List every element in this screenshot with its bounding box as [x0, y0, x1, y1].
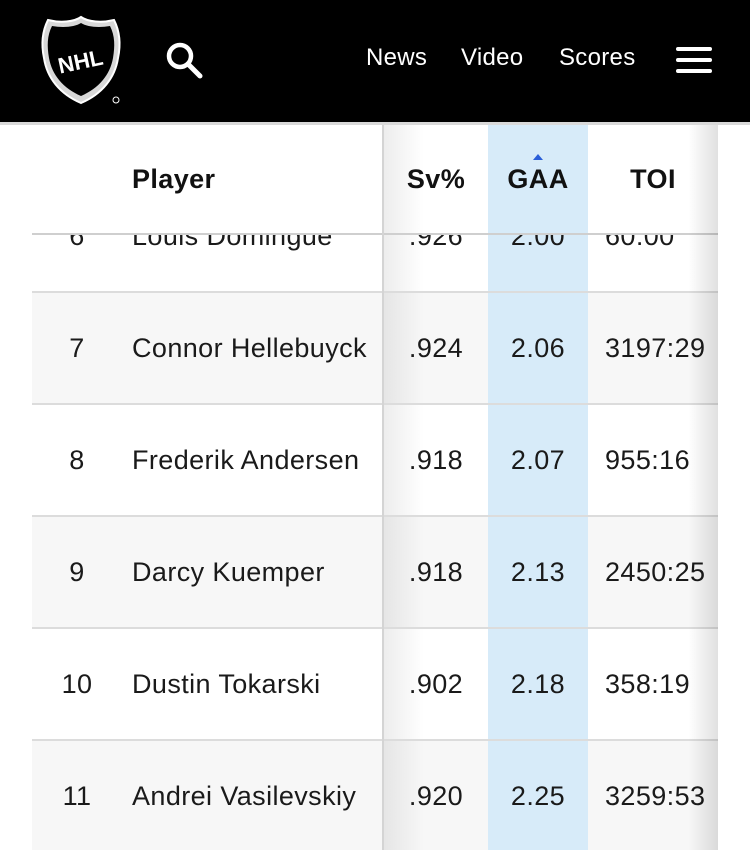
gaa-cell: 2.25 — [488, 741, 588, 850]
nav-scores-link[interactable]: Scores — [559, 44, 636, 71]
sv-pct-cell: .918 — [384, 405, 488, 515]
column-header-rank — [32, 125, 122, 233]
sticky-column-divider — [382, 125, 384, 850]
search-icon[interactable] — [164, 40, 204, 80]
menu-bar — [676, 47, 712, 51]
rank-cell: 9 — [69, 556, 85, 587]
toi-cell: 358:19 — [605, 668, 690, 699]
sv-pct-cell: .918 — [384, 517, 488, 627]
toi-cell: 955:16 — [605, 444, 690, 475]
toi-cell: 2450:25 — [605, 556, 706, 587]
nav-video-link[interactable]: Video — [461, 44, 524, 71]
gaa-cell: 2.07 — [488, 405, 588, 515]
player-name-cell[interactable]: Andrei Vasilevskiy — [132, 781, 357, 811]
table-row[interactable]: 11 Andrei Vasilevskiy .920 2.25 3259:53 — [32, 741, 718, 850]
rank-cell: 10 — [61, 668, 93, 699]
table-row[interactable]: 7 Connor Hellebuyck .924 2.06 3197:29 — [32, 293, 718, 405]
player-name-cell[interactable]: Connor Hellebuyck — [132, 333, 367, 363]
column-header-gaa-label: GAA — [507, 163, 569, 194]
menu-bar — [676, 58, 712, 62]
nhl-logo[interactable]: NHL — [38, 14, 124, 106]
sort-ascending-icon — [533, 153, 543, 160]
toi-cell: 3197:29 — [605, 332, 706, 363]
top-navigation-bar: NHL News Video Scores — [0, 0, 750, 122]
menu-bar — [676, 69, 712, 73]
toi-cell: 3259:53 — [605, 780, 706, 811]
gaa-cell: 2.06 — [488, 293, 588, 403]
column-header-sv-pct[interactable]: Sv% — [384, 125, 488, 233]
header-divider — [0, 122, 750, 125]
table-header-row: Player Sv% GAA TOI — [32, 125, 718, 235]
column-header-gaa[interactable]: GAA — [488, 125, 588, 233]
player-name-cell[interactable]: Darcy Kuemper — [132, 557, 325, 587]
player-name-cell[interactable]: Frederik Andersen — [132, 445, 360, 475]
player-name-cell[interactable]: Dustin Tokarski — [132, 669, 321, 699]
horizontal-scroll-shadow — [688, 125, 718, 850]
gaa-cell: 2.13 — [488, 517, 588, 627]
goalie-stats-table[interactable]: Player Sv% GAA TOI 6 Louis Domingue .926… — [32, 125, 718, 850]
column-header-toi[interactable]: TOI — [630, 163, 676, 194]
nav-news-link[interactable]: News — [366, 44, 428, 71]
rank-cell: 8 — [69, 444, 85, 475]
table-row[interactable]: 9 Darcy Kuemper .918 2.13 2450:25 — [32, 517, 718, 629]
sv-pct-cell: .920 — [384, 741, 488, 850]
table-row[interactable]: 8 Frederik Andersen .918 2.07 955:16 — [32, 405, 718, 517]
rank-cell: 7 — [69, 332, 85, 363]
rank-cell: 11 — [62, 780, 92, 811]
sv-pct-cell: .902 — [384, 629, 488, 739]
sv-pct-cell: .924 — [384, 293, 488, 403]
table-row[interactable]: 10 Dustin Tokarski .902 2.18 358:19 — [32, 629, 718, 741]
column-header-player[interactable]: Player — [132, 164, 216, 194]
hamburger-menu-icon[interactable] — [676, 46, 714, 74]
gaa-cell: 2.18 — [488, 629, 588, 739]
